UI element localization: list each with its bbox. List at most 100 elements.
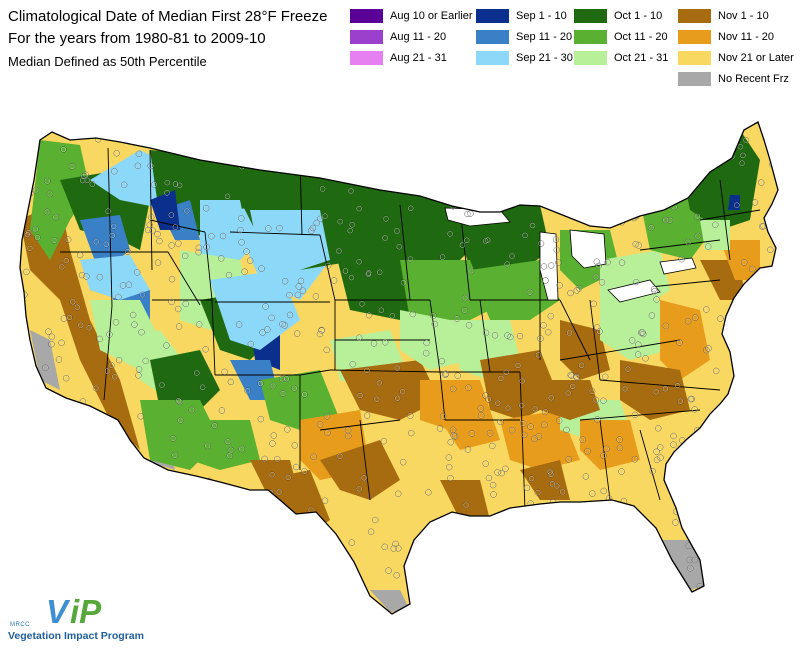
station-marker	[732, 535, 739, 542]
station-marker-outline	[134, 162, 141, 169]
station-marker-outline	[282, 278, 289, 285]
station-marker	[519, 378, 526, 384]
station-marker	[301, 391, 308, 398]
station-marker-outline	[396, 243, 403, 250]
station-marker-outline	[104, 208, 112, 215]
station-marker	[58, 339, 65, 346]
station-marker-outline	[46, 530, 53, 537]
station-marker	[349, 361, 356, 368]
station-marker-outline	[531, 519, 538, 526]
station-marker	[440, 413, 446, 420]
station-marker	[211, 422, 218, 429]
station-marker-outline	[44, 392, 51, 399]
station-marker-outline	[110, 223, 117, 230]
station-marker-outline	[552, 600, 559, 607]
station-marker	[109, 232, 116, 239]
station-marker	[759, 439, 766, 446]
station-marker	[327, 581, 334, 588]
station-marker	[48, 341, 55, 348]
station-marker	[551, 170, 558, 177]
station-marker-outline	[363, 367, 370, 374]
station-marker-outline	[463, 237, 470, 244]
station-marker-outline	[20, 480, 26, 487]
station-marker-outline	[262, 303, 269, 310]
station-marker	[168, 212, 175, 218]
station-marker	[259, 329, 266, 336]
station-marker	[322, 213, 328, 220]
station-marker	[41, 405, 48, 411]
station-marker-outline	[586, 187, 593, 194]
station-marker	[548, 262, 555, 269]
station-marker	[640, 331, 647, 337]
station-marker-outline	[382, 234, 389, 242]
station-marker	[770, 143, 776, 150]
station-marker-outline	[392, 143, 399, 150]
station-marker	[289, 163, 295, 170]
station-marker	[407, 412, 414, 419]
station-marker	[22, 128, 28, 134]
station-marker-outline	[751, 335, 759, 342]
station-marker	[446, 464, 453, 471]
station-marker	[497, 419, 504, 425]
station-marker-outline	[569, 550, 576, 557]
station-marker-outline	[40, 532, 47, 539]
station-marker	[740, 390, 746, 397]
station-marker	[447, 475, 454, 481]
station-marker-outline	[78, 272, 86, 279]
station-marker-outline	[139, 291, 146, 298]
station-marker	[102, 523, 108, 529]
station-marker	[295, 283, 302, 290]
station-marker-outline	[269, 471, 276, 478]
station-marker-outline	[171, 140, 178, 147]
station-marker-outline	[349, 361, 356, 368]
station-marker	[57, 505, 64, 511]
station-marker-outline	[604, 259, 611, 266]
station-marker	[89, 181, 96, 188]
station-marker-outline	[716, 470, 723, 478]
station-marker	[178, 589, 185, 595]
station-marker	[61, 315, 67, 322]
station-marker-outline	[690, 479, 697, 486]
station-marker-outline	[156, 238, 163, 245]
station-marker-outline	[528, 475, 535, 482]
station-marker	[768, 587, 775, 594]
station-marker-outline	[515, 362, 522, 369]
station-marker-outline	[176, 182, 183, 189]
station-marker-outline	[310, 453, 317, 460]
station-marker-outline	[706, 455, 713, 462]
station-marker-outline	[376, 269, 383, 276]
freeze-zone	[700, 220, 730, 250]
station-marker	[616, 436, 623, 443]
station-marker	[265, 225, 272, 232]
station-marker-outline	[569, 553, 576, 561]
freeze-zone	[150, 190, 180, 230]
station-marker	[465, 446, 471, 453]
station-marker-outline	[562, 199, 569, 207]
station-marker-outline	[707, 565, 714, 572]
station-marker-outline	[693, 142, 700, 150]
station-marker-outline	[674, 382, 681, 389]
station-marker-outline	[48, 333, 55, 340]
station-marker-outline	[44, 208, 51, 215]
station-marker	[171, 452, 178, 459]
station-marker-outline	[738, 544, 745, 551]
station-marker	[44, 392, 51, 399]
station-marker	[534, 533, 540, 539]
station-marker	[605, 215, 612, 221]
station-marker-outline	[702, 489, 709, 497]
station-marker-outline	[534, 489, 541, 496]
station-marker	[63, 375, 70, 382]
station-marker-outline	[603, 445, 610, 452]
state-border	[719, 179, 731, 261]
station-marker-outline	[376, 379, 383, 386]
station-marker-outline	[251, 571, 258, 578]
station-marker	[439, 254, 446, 260]
station-marker-outline	[301, 558, 308, 565]
station-marker	[301, 558, 308, 565]
station-marker-outline	[728, 317, 735, 324]
station-marker	[257, 380, 264, 387]
legend-label: Nov 21 or Later	[718, 52, 794, 64]
station-marker-outline	[103, 241, 110, 248]
station-marker-outline	[349, 221, 356, 228]
station-marker-outline	[96, 475, 103, 482]
